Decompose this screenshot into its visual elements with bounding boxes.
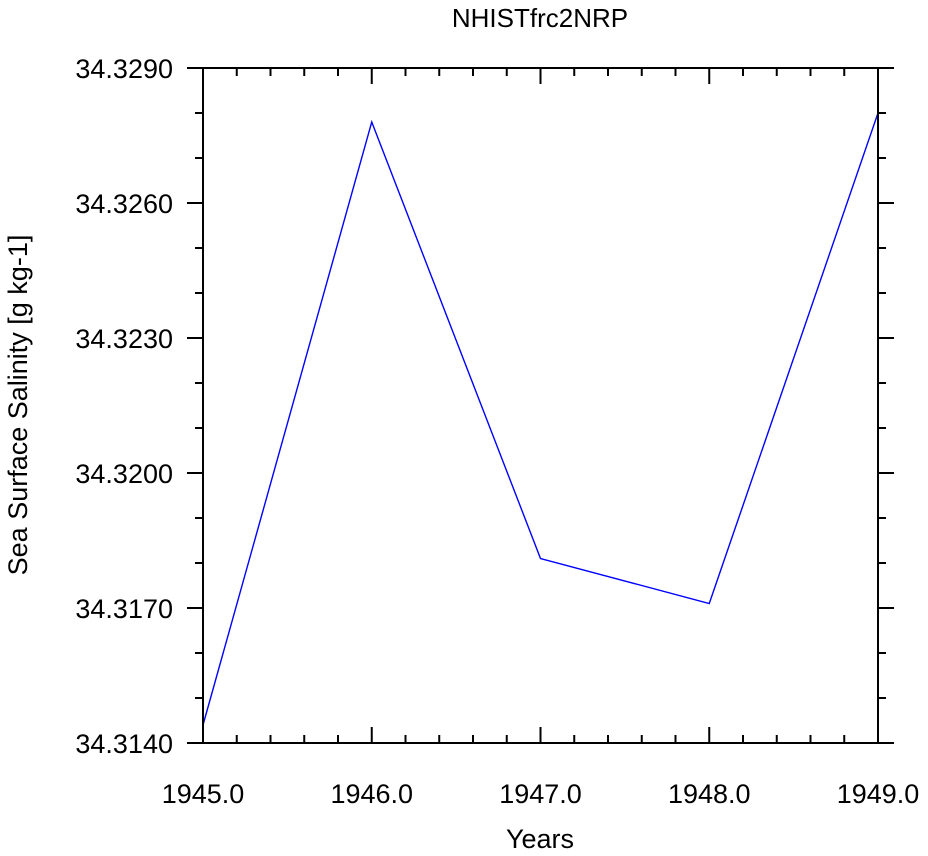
y-tick-label: 34.3230 [75,324,173,354]
y-tick-labels: 34.3140 34.3170 34.3200 34.3230 34.3260 34.32… [75,54,173,759]
y-tick-label: 34.3140 [75,729,173,759]
series-line [202,112,879,726]
y-tick-label: 34.3200 [75,459,173,489]
y-axis-label: Sea Surface Salinity [g kg-1] [3,235,33,576]
y-tick-label: 34.3170 [75,594,173,624]
x-axis-label: Years [506,824,574,854]
x-tick-label: 1947.0 [499,779,582,809]
y-tick-label: 34.3260 [75,189,173,219]
series-layer [202,112,879,726]
y-tick-label: 34.3290 [75,54,173,84]
x-tick-label: 1946.0 [330,779,413,809]
x-tick-label: 1948.0 [668,779,751,809]
x-tick-label: 1945.0 [162,779,245,809]
minor-ticks [195,68,886,743]
plot-frame [202,67,879,744]
x-tick-label: 1949.0 [837,779,920,809]
x-tick-labels: 1945.0 1946.0 1947.0 1948.0 1949.0 [162,779,920,809]
chart-title: NHISTfrc2NRP [452,3,628,33]
